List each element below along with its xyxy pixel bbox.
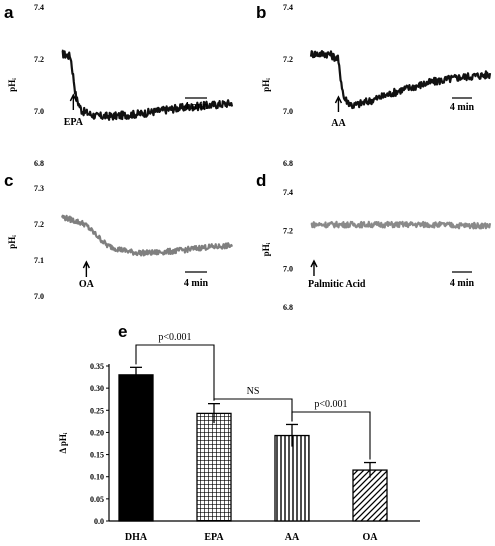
y-tick-label: 7.4	[283, 188, 293, 197]
bar-chart-panel-e: 0.0 0.05 0.10 0.15 0.20 0.25 0.30 0.35 Δ pHᵢ DHA E…	[58, 332, 420, 543]
y-axis-label: pHᵢ	[261, 242, 271, 256]
time-scale-label: 4 min	[450, 102, 475, 113]
y-axis-label: Δ pHᵢ	[58, 432, 68, 453]
y-tick-label: 7.2	[283, 226, 293, 235]
y-tick-label: 0.30	[90, 384, 104, 393]
arrow-head-icon	[310, 259, 318, 268]
stimulus-label: OA	[79, 279, 95, 290]
x-tick-label: EPA	[204, 532, 224, 543]
y-tick-label: 7.2	[283, 55, 293, 64]
trace-panel-d: 7.4 7.2 7.0 6.8 pHᵢ Palmitic Acid 4 min	[261, 188, 492, 312]
x-tick-label: DHA	[125, 532, 148, 543]
arrow-head-icon	[82, 260, 90, 269]
y-tick-label: 6.8	[34, 159, 44, 168]
x-tick-label: AA	[285, 532, 300, 543]
significance-label: p<0.001	[158, 332, 191, 343]
y-tick-label: 0.05	[90, 495, 104, 504]
panel-label-d: d	[256, 171, 266, 190]
significance-bracket	[213, 398, 293, 422]
data-trace	[60, 214, 234, 257]
y-tick-label: 7.0	[283, 107, 293, 116]
panel-label-e: e	[118, 322, 127, 341]
significance-bracket	[135, 344, 215, 401]
arrow-head-icon	[69, 93, 77, 102]
y-tick-label: 7.0	[34, 107, 44, 116]
panel-label-c: c	[4, 171, 13, 190]
y-tick-label: 6.8	[283, 159, 293, 168]
data-trace	[309, 50, 492, 110]
time-scale-label: 4 min	[184, 278, 209, 289]
y-tick-label: 0.35	[90, 362, 104, 371]
y-tick-label: 7.4	[283, 3, 293, 12]
y-tick-label: 7.4	[34, 3, 44, 12]
y-tick-label: 7.1	[34, 256, 44, 265]
y-axis-label: pHᵢ	[261, 78, 271, 92]
bar-dha	[118, 374, 154, 522]
significance-label: NS	[247, 386, 260, 397]
y-tick-label: 0.10	[90, 473, 104, 482]
stimulus-label: Palmitic Acid	[308, 279, 366, 290]
bar-epa	[196, 412, 232, 522]
significance-label: p<0.001	[314, 399, 347, 410]
y-tick-label: 6.8	[283, 303, 293, 312]
y-tick-label: 7.2	[34, 220, 44, 229]
stimulus-label: AA	[331, 118, 346, 129]
y-tick-label: 0.20	[90, 428, 104, 437]
x-tick-label: OA	[363, 532, 379, 543]
y-tick-label: 7.0	[34, 292, 44, 301]
y-tick-label: 7.0	[283, 265, 293, 274]
data-trace	[310, 220, 492, 230]
time-scale-label: 4 min	[450, 278, 475, 289]
y-tick-label: 0.0	[94, 517, 104, 526]
y-axis-label: pHᵢ	[7, 78, 17, 92]
y-tick-label: 0.25	[90, 406, 104, 415]
y-tick-label: 0.15	[90, 451, 104, 460]
bar-oa	[352, 469, 388, 522]
y-tick-label: 7.3	[34, 184, 44, 193]
y-tick-label: 7.2	[34, 55, 44, 64]
bar-aa	[274, 434, 310, 522]
panel-label-a: a	[4, 3, 14, 22]
trace-panel-b: 7.4 7.2 7.0 6.8 pHᵢ AA 4 min	[261, 3, 492, 168]
panel-label-b: b	[256, 3, 266, 22]
stimulus-label: EPA	[64, 117, 84, 128]
y-axis-label: pHᵢ	[7, 235, 17, 249]
data-trace	[61, 49, 234, 121]
significance-bracket	[291, 411, 371, 460]
arrow-head-icon	[334, 95, 343, 104]
trace-panel-a: 7.4 7.2 7.0 6.8 pHᵢ EPA 4 min	[7, 3, 234, 168]
time-scale-label: 4 min	[184, 101, 209, 112]
trace-panel-c: 7.3 7.2 7.1 7.0 pHᵢ OA 4 min	[7, 184, 234, 301]
